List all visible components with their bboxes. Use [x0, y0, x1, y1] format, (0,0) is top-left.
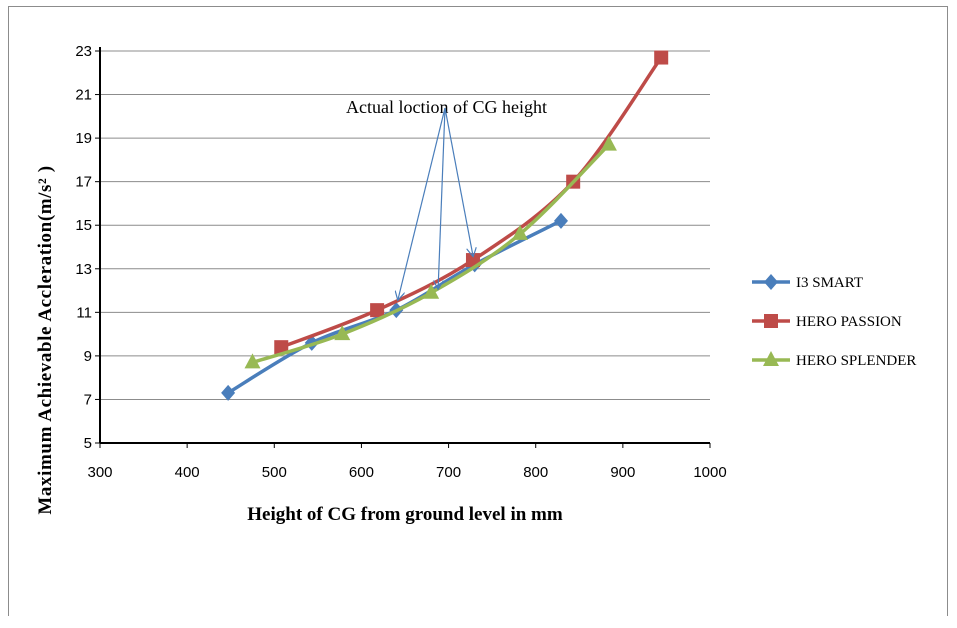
data-point [221, 384, 236, 401]
data-point [423, 283, 440, 299]
series-hero-splender [244, 135, 617, 369]
x-axis-title: Height of CG from ground level in mm [247, 504, 563, 525]
axes [95, 47, 711, 448]
annotation-arrow [398, 107, 446, 299]
chart-frame [8, 6, 948, 616]
tick-labels: 5 7 9 11 13 15 17 19 21 23 300 400 500 600 700 800 900 10… [75, 43, 726, 481]
data-point [334, 325, 351, 341]
data-point [244, 353, 261, 369]
annotation-arrow [438, 107, 446, 288]
legend-marker [763, 351, 779, 366]
series-line [251, 143, 611, 365]
y-tick-label: 13 [75, 261, 92, 278]
legend-item: HERO SPLENDER [752, 351, 916, 369]
legend: I3 SMART HERO PASSION HERO SPLENDER [752, 274, 916, 369]
annotation-text: Actual loction of CG height [346, 97, 547, 117]
data-point [600, 135, 617, 151]
legend-marker [764, 314, 778, 328]
y-tick-label: 5 [84, 435, 92, 452]
y-tick-label: 7 [84, 391, 92, 408]
y-tick-label: 23 [75, 43, 92, 60]
legend-label: I3 SMART [796, 275, 863, 291]
x-tick-label: 600 [349, 464, 374, 481]
legend-item: HERO PASSION [752, 314, 902, 330]
legend-item: I3 SMART [752, 274, 863, 291]
x-tick-label: 400 [175, 464, 200, 481]
x-tick-label: 300 [87, 464, 112, 481]
y-tick-label: 19 [75, 130, 92, 147]
y-tick-label: 21 [75, 87, 92, 104]
legend-label: HERO PASSION [796, 314, 902, 330]
y-tick-label: 15 [75, 217, 92, 234]
series-i3-smart [221, 212, 568, 401]
data-point [512, 224, 529, 240]
x-tick-label: 800 [523, 464, 548, 481]
annotation-arrow [444, 107, 473, 256]
y-axis-title: Maximum Achievable Accleration(m/s² ) [35, 165, 56, 514]
legend-marker [764, 274, 778, 290]
y-tick-label: 11 [76, 304, 92, 321]
x-tick-label: 500 [262, 464, 287, 481]
y-tick-label: 17 [75, 174, 92, 191]
x-tick-label: 1000 [693, 464, 726, 481]
y-tick-label: 9 [84, 348, 92, 365]
x-tick-label: 900 [610, 464, 635, 481]
x-tick-label: 700 [436, 464, 461, 481]
annotation: Actual loction of CG height [346, 97, 547, 299]
data-point [274, 340, 289, 355]
data-point [654, 50, 669, 65]
data-point [553, 212, 568, 229]
legend-label: HERO SPLENDER [796, 353, 916, 369]
data-point [370, 303, 385, 318]
